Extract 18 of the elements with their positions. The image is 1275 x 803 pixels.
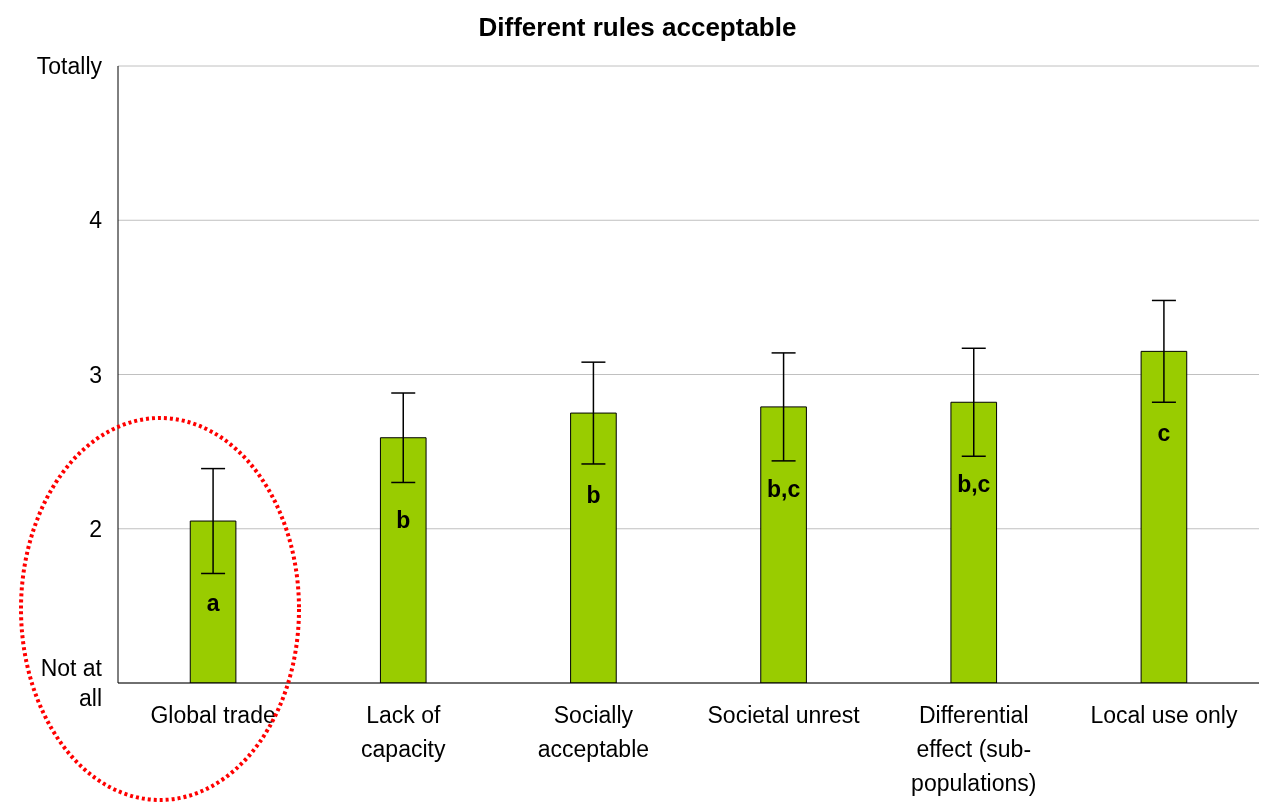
x-tick-label: Socially acceptable: [537, 702, 650, 762]
x-tick-label: Local use only: [1090, 702, 1238, 728]
y-tick-label: Not at all: [40, 655, 103, 711]
x-tick-label: Societal unrest: [707, 702, 861, 728]
y-tick-label: 4: [89, 207, 103, 234]
annotation: b: [396, 506, 411, 533]
chart-title: Different rules acceptable: [477, 12, 798, 43]
x-tick-label: Lack of capacity: [361, 702, 446, 762]
annotation: b,c: [766, 475, 801, 502]
y-tick-label: Totally: [36, 53, 103, 79]
annotation: b: [586, 482, 601, 509]
x-tick-label: Global trade: [150, 702, 276, 728]
x-tick-label: Differential effect (sub-populations): [911, 702, 1037, 796]
annotation: b,c: [957, 471, 991, 498]
annotation: a: [206, 590, 220, 617]
y-tick-label: 2: [89, 515, 102, 542]
y-tick-label: 3: [89, 361, 102, 388]
annotation: c: [1157, 420, 1171, 447]
